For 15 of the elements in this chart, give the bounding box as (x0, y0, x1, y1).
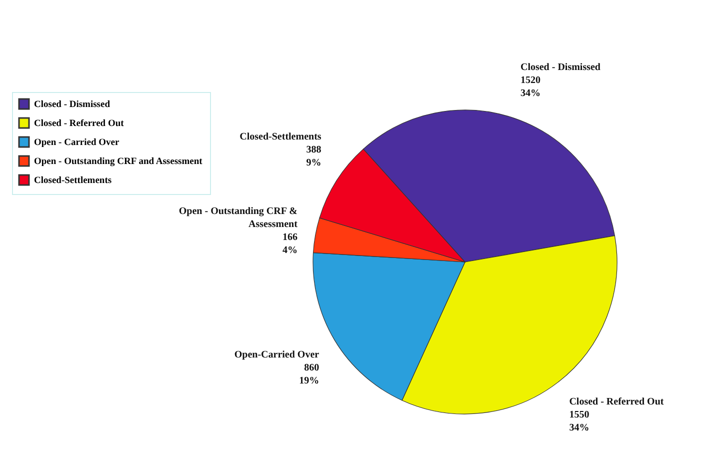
text: Open-Carried Over (234, 350, 320, 361)
data-label: 1520 34% (520, 75, 540, 100)
data-label: 166 4% (282, 232, 298, 256)
legend-label: Open - Carried Over (34, 138, 120, 148)
legend-label: Closed-Settlements (34, 176, 112, 186)
legend-label: Closed - Dismissed (34, 100, 111, 110)
text: Open - Outstanding CRF & Assessment (178, 206, 298, 230)
data-label: 1550 34% (569, 410, 590, 434)
data-label: 860 19% (299, 362, 320, 387)
legend-label: Open - Outstanding CRF and Assessment (34, 157, 204, 167)
text: Closed - Dismissed (520, 62, 601, 74)
data-label: 388 9% (306, 144, 322, 169)
text: Closed - Referred Out (569, 396, 664, 408)
text: Closed-Settlements (240, 132, 322, 143)
legend-label: Closed - Referred Out (34, 119, 125, 129)
